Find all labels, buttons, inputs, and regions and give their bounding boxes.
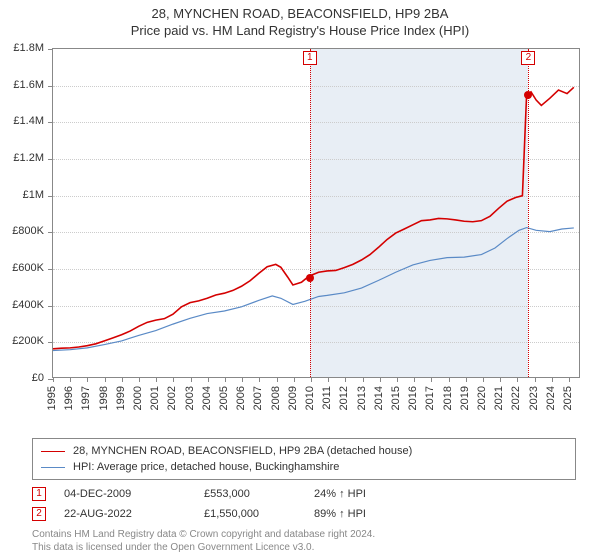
x-tick-label: 2021 [493,386,505,410]
y-tick-label: £0 [32,372,44,384]
sales-table: 1 04-DEC-2009£553,00024% ↑ HPI 2 22-AUG-202… [32,484,576,524]
y-tick-label: £1.4M [13,115,44,127]
x-tick-label: 2012 [338,386,350,410]
sales-row-price: £553,000 [204,488,314,500]
x-tick-label: 2023 [528,386,540,410]
x-axis-labels: 1995199619971998199920002001200220032004… [52,382,580,442]
x-tick-label: 2004 [201,386,213,410]
x-tick-label: 2002 [166,386,178,410]
y-tick-label: £1.2M [13,152,44,164]
chart-title-block: 28, MYNCHEN ROAD, BEACONSFIELD, HP9 2BA … [0,0,600,38]
sales-row-date: 22-AUG-2022 [64,508,204,520]
sales-row-price: £1,550,000 [204,508,314,520]
sales-row-date: 04-DEC-2009 [64,488,204,500]
y-axis-labels: £0£200K£400K£600K£800K£1M£1.2M£1.4M£1.6M… [0,48,48,378]
x-tick-label: 2019 [459,386,471,410]
x-tick-label: 2003 [184,386,196,410]
x-tick-label: 2015 [390,386,402,410]
legend-label-hpi: HPI: Average price, detached house, Buck… [73,461,339,473]
x-tick-label: 2013 [356,386,368,410]
y-tick-label: £1.6M [13,79,44,91]
sale-marker: 1 [303,51,317,65]
x-tick-label: 1995 [46,386,58,410]
y-tick-label: £600K [12,262,44,274]
legend-swatch-property [41,451,65,452]
title-subtitle: Price paid vs. HM Land Registry's House … [0,23,600,38]
x-tick-label: 2001 [149,386,161,410]
x-tick-label: 2014 [373,386,385,410]
x-tick-label: 2008 [270,386,282,410]
x-tick-label: 2005 [218,386,230,410]
x-tick-label: 2007 [252,386,264,410]
x-tick-label: 2000 [132,386,144,410]
legend-label-property: 28, MYNCHEN ROAD, BEACONSFIELD, HP9 2BA … [73,445,412,457]
x-tick-label: 2010 [304,386,316,410]
x-tick-label: 2022 [510,386,522,410]
legend-row-hpi: HPI: Average price, detached house, Buck… [41,459,567,475]
x-tick-label: 2018 [442,386,454,410]
x-tick-label: 2009 [287,386,299,410]
y-tick-label: £1M [23,189,44,201]
footer-attribution: Contains HM Land Registry data © Crown c… [32,528,375,554]
x-tick-label: 2025 [562,386,574,410]
sales-row: 1 04-DEC-2009£553,00024% ↑ HPI [32,484,576,504]
x-tick-label: 2020 [476,386,488,410]
sales-row: 2 22-AUG-2022£1,550,00089% ↑ HPI [32,504,576,524]
sales-row-delta: 24% ↑ HPI [314,488,454,500]
x-tick-label: 2024 [545,386,557,410]
line-series-svg [53,49,579,377]
series-hpi [53,228,574,351]
x-tick-label: 2017 [424,386,436,410]
x-tick-label: 2006 [235,386,247,410]
series-property [53,87,574,349]
y-tick-label: £1.8M [13,42,44,54]
legend-swatch-hpi [41,467,65,468]
sales-row-marker: 1 [32,487,46,501]
x-tick-label: 1999 [115,386,127,410]
x-tick-label: 1996 [63,386,75,410]
sales-row-marker: 2 [32,507,46,521]
footer-line2: This data is licensed under the Open Gov… [32,541,375,554]
sale-marker: 2 [521,51,535,65]
sales-row-delta: 89% ↑ HPI [314,508,454,520]
y-tick-label: £200K [12,335,44,347]
y-tick-label: £800K [12,225,44,237]
footer-line1: Contains HM Land Registry data © Crown c… [32,528,375,541]
legend: 28, MYNCHEN ROAD, BEACONSFIELD, HP9 2BA … [32,438,576,480]
x-tick-label: 2016 [407,386,419,410]
x-tick-label: 2011 [321,386,333,410]
chart-plot-area: 12 [52,48,580,378]
sale-dot [306,274,314,282]
x-tick-label: 1998 [98,386,110,410]
legend-row-property: 28, MYNCHEN ROAD, BEACONSFIELD, HP9 2BA … [41,443,567,459]
y-tick-label: £400K [12,299,44,311]
x-tick-label: 1997 [80,386,92,410]
sale-dot [524,91,532,99]
title-address: 28, MYNCHEN ROAD, BEACONSFIELD, HP9 2BA [0,6,600,21]
